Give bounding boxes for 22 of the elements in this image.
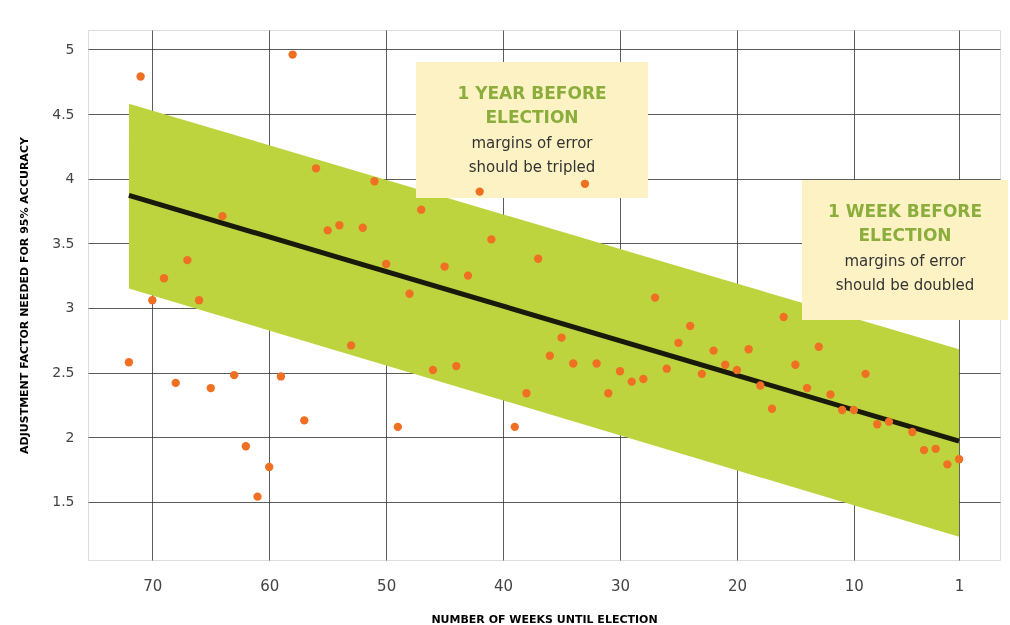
- x-tick-label: 20: [727, 576, 747, 595]
- x-tick-label: 10: [844, 576, 864, 595]
- annotation: 1 WEEK BEFORE ELECTION: [827, 201, 983, 245]
- y-tick-label: 1.5: [52, 493, 75, 510]
- y-tick-label: 4.5: [52, 105, 75, 122]
- x-tick-label: 50: [377, 576, 397, 595]
- y-tick-label: 5: [65, 40, 75, 57]
- y-tick-label: 4: [65, 170, 75, 187]
- annotation: margins of error should be tripled: [468, 134, 596, 176]
- x-tick-label: 60: [260, 576, 280, 595]
- y-tick-label: 2.5: [52, 364, 75, 381]
- y-tick-label: 3.5: [52, 234, 75, 251]
- annotation: 1 YEAR BEFORE ELECTION: [457, 83, 607, 127]
- x-tick-label: 1: [954, 576, 965, 595]
- x-tick-label: 70: [143, 576, 163, 595]
- x-tick-label: 40: [494, 576, 514, 595]
- annotation: margins of error should be doubled: [835, 252, 975, 294]
- y-axis-title: ADJUSTMENT FACTOR NEEDED FOR 95% ACCURACY: [18, 136, 32, 454]
- y-tick-label: 3: [65, 299, 75, 316]
- x-tick-label: 30: [610, 576, 631, 595]
- y-tick-label: 2: [65, 428, 75, 445]
- x-axis-title: NUMBER OF WEEKS UNTIL ELECTION: [431, 612, 658, 625]
